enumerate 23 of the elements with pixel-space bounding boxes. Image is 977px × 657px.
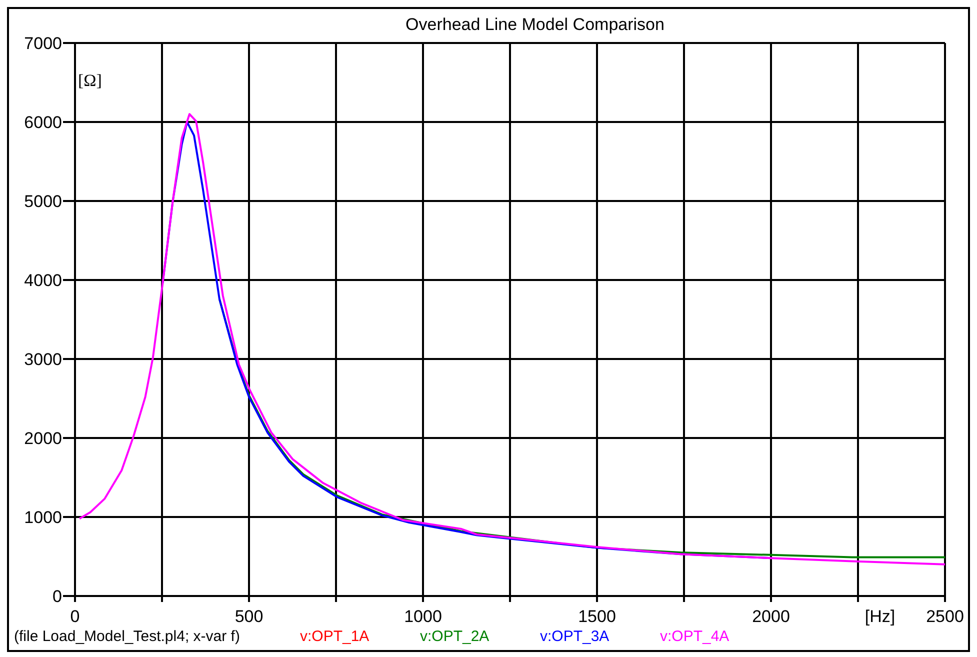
- y-tick-label: 7000: [24, 34, 62, 53]
- y-axis-title: [Ω]: [78, 71, 102, 90]
- x-tick-label: 2000: [752, 607, 790, 626]
- y-tick-label: 6000: [24, 113, 62, 132]
- y-tick-label: 4000: [24, 271, 62, 290]
- y-tick-label: 2000: [24, 429, 62, 448]
- x-tick-label: 1500: [578, 607, 616, 626]
- y-tick-label: 1000: [24, 508, 62, 527]
- y-tick-label: 0: [52, 587, 62, 606]
- text: (file Load_Model_Test.pl4; x-var f): [14, 628, 240, 645]
- chart-title: Overhead Line Model Comparison: [406, 15, 664, 34]
- legend-label: v:OPT_1A: [300, 628, 370, 645]
- line-series: [78, 113, 946, 566]
- text: v:OPT_4A: [660, 628, 730, 645]
- x-tick-label: 0: [70, 607, 80, 626]
- x-tick-label: 1000: [404, 607, 442, 626]
- x-axis-title: [Hz]: [864, 607, 896, 626]
- text: v:OPT_3A: [540, 628, 610, 645]
- y-tick-label: 5000: [24, 192, 62, 211]
- text: v:OPT_2A: [420, 628, 490, 645]
- y-tick-label: 3000: [24, 350, 62, 369]
- x-tick-label: 2500: [926, 607, 964, 626]
- x-tick-label: 500: [234, 607, 264, 626]
